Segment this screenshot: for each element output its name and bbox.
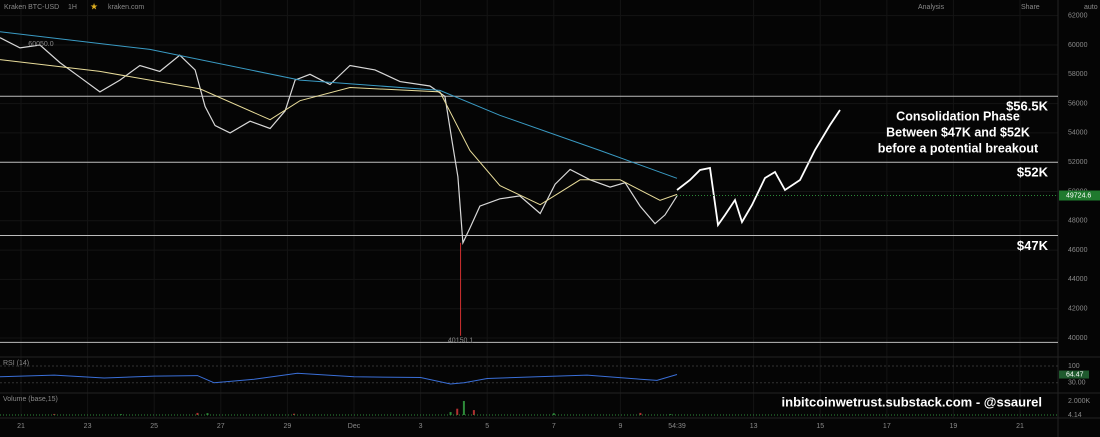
y-tick-label: 62000 <box>1068 13 1088 20</box>
x-tick-label: 21 <box>17 423 25 430</box>
x-tick-label: 29 <box>283 423 291 430</box>
x-tick-label: 7 <box>552 423 556 430</box>
volume-bar <box>472 410 475 415</box>
x-tick-label: 23 <box>84 423 92 430</box>
y-tick-label: 48000 <box>1068 218 1088 225</box>
low-label: 40150.1 <box>448 338 473 345</box>
x-tick-label: 15 <box>816 423 824 430</box>
analysis-button[interactable]: Analysis <box>918 4 945 11</box>
rsi-current: 64.47 <box>1066 371 1084 378</box>
x-tick-label: 17 <box>883 423 891 430</box>
volume-current: 4.14 <box>1068 412 1082 419</box>
x-tick-label: 27 <box>217 423 225 430</box>
last-price-tag <box>1059 190 1100 201</box>
price-line <box>0 59 678 206</box>
y-tick-label: 56000 <box>1068 100 1088 107</box>
volume-bar <box>196 412 199 415</box>
rsi-tick-label: 100 <box>1068 363 1080 370</box>
y-tick-label: 46000 <box>1068 247 1088 254</box>
y-tick-label: 44000 <box>1068 276 1088 283</box>
annotation: Consolidation Phase <box>896 109 1020 123</box>
rsi-line <box>0 372 678 385</box>
volume-label: Volume (base,15) <box>3 396 58 403</box>
level-label: $56.5K <box>1006 99 1049 114</box>
high-label: 60050.0 <box>28 41 53 48</box>
symbol: Kraken BTC-USD <box>4 4 59 11</box>
x-tick-label: 21 <box>1016 423 1024 430</box>
x-tick-label: 19 <box>950 423 958 430</box>
x-tick-label: 25 <box>150 423 158 430</box>
watermark: inbitcoinwetrust.substack.com - @ssaurel <box>782 394 1042 409</box>
rsi-tick-label: 30.00 <box>1068 380 1086 387</box>
x-tick-label: 3 <box>419 423 423 430</box>
x-tick-label: Dec <box>348 423 361 430</box>
x-tick-label: 13 <box>750 423 758 430</box>
y-tick-label: 58000 <box>1068 71 1088 78</box>
volume-tick-label: 2.000K <box>1068 398 1091 405</box>
level-label: $47K <box>1017 238 1049 253</box>
rsi-label: RSI (14) <box>3 360 29 367</box>
price-line <box>0 31 678 179</box>
share-button[interactable]: Share <box>1021 4 1040 11</box>
volume-bar <box>449 412 452 415</box>
interval[interactable]: 1H <box>68 4 77 11</box>
annotation: before a potential breakout <box>878 141 1039 155</box>
y-tick-label: 42000 <box>1068 306 1088 313</box>
x-tick-label: 5 <box>485 423 489 430</box>
projection-sketch <box>676 109 841 228</box>
y-tick-label: 60000 <box>1068 42 1088 49</box>
last-price-label: 49724.6 <box>1066 192 1091 199</box>
scale-mode[interactable]: auto <box>1084 4 1098 11</box>
y-tick-label: 54000 <box>1068 130 1088 137</box>
source: kraken.com <box>108 4 144 11</box>
star-icon[interactable]: ★ <box>90 1 98 11</box>
level-label: $52K <box>1017 165 1049 180</box>
volume-bar <box>462 401 465 415</box>
annotation: Between $47K and $52K <box>886 125 1030 139</box>
volume-bar <box>293 413 296 415</box>
volume-bar <box>206 413 209 415</box>
countdown: 54:39 <box>668 423 686 430</box>
price-line <box>0 37 678 246</box>
volume-bar <box>456 408 459 415</box>
x-tick-label: 9 <box>618 423 622 430</box>
volume-bar <box>552 413 555 415</box>
volume-bar <box>669 414 672 415</box>
volume-bar <box>639 412 642 415</box>
y-tick-label: 52000 <box>1068 159 1088 166</box>
y-tick-label: 40000 <box>1068 335 1088 342</box>
rsi-current-tag <box>1059 370 1089 379</box>
